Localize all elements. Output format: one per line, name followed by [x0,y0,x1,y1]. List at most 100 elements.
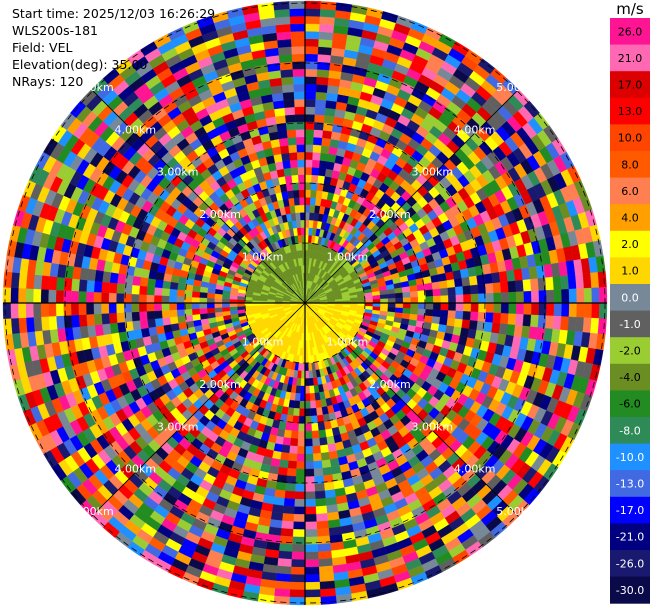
velocity-gate [292,61,306,70]
velocity-gate [316,76,329,86]
velocity-gate [280,145,290,155]
velocity-gate [63,302,72,316]
velocity-gate [304,31,320,40]
velocity-gate [63,315,73,329]
velocity-gate [289,437,299,447]
velocity-gate [304,483,316,492]
velocity-gate [294,392,301,402]
velocity-gate [493,302,502,314]
velocity-gate [500,281,509,293]
velocity-gate [279,61,293,71]
velocity-gate [304,151,314,160]
colorbar-tick-label: 6.0 [621,185,639,198]
velocity-gate [214,302,223,308]
velocity-gate [40,316,50,331]
velocity-gate [272,100,285,110]
velocity-gate [294,483,306,492]
velocity-gate [310,407,318,417]
velocity-gate [439,280,448,289]
velocity-gate [48,276,58,291]
velocity-gate [63,277,73,291]
velocity-gate [291,551,306,560]
velocity-gate [313,468,324,477]
velocity-gate [169,316,179,325]
velocity-gate [316,69,330,78]
velocity-gate [531,302,540,316]
velocity-gate [292,68,306,77]
velocity-gate [312,144,322,153]
velocity-gate [116,312,125,323]
velocity-gate [116,292,125,304]
velocity-gate [476,320,486,332]
velocity-gate [491,322,501,334]
velocity-gate [294,106,306,115]
velocity-gate [402,302,411,309]
velocity-gate [425,302,434,310]
velocity-gate [300,212,306,221]
velocity-gate [320,451,330,461]
velocity-gate [289,445,298,454]
velocity-gate [17,287,27,304]
velocity-gate [283,429,292,439]
velocity-gate [507,313,517,326]
velocity-gate [154,287,163,296]
velocity-gate [320,595,337,605]
velocity-gate [317,535,331,545]
velocity-gate [291,53,306,62]
velocity-gate [274,489,286,499]
velocity-gate [292,536,306,545]
elevation-label: Elevation(deg): 35.00 [12,57,148,72]
velocity-gate [289,0,306,10]
velocity-gate [313,129,324,138]
velocity-gate [323,420,332,430]
velocity-gate [394,287,403,294]
velocity-gate [33,274,43,290]
velocity-gate [284,175,293,184]
velocity-gate [56,276,65,291]
velocity-gate [78,302,87,316]
velocity-gate [207,312,216,319]
velocity-gate [291,46,306,55]
range-ring-label: 4.00km [454,123,496,136]
range-ring-label: 1.00km [327,251,369,264]
velocity-gate [447,310,456,319]
velocity-gate [278,46,293,56]
velocity-gate [108,312,118,324]
velocity-gate [304,581,321,591]
colorbar-tick-label: -13.0 [616,477,644,490]
velocity-gate [308,370,314,379]
velocity-gate [138,294,147,304]
velocity-gate [317,422,326,431]
velocity-gate [281,513,295,522]
velocity-gate [314,114,325,123]
velocity-gate [176,309,186,317]
velocity-gate [33,316,43,332]
velocity-gate [364,295,374,300]
velocity-gate [163,324,173,333]
velocity-gate [315,91,328,101]
velocity-gate [169,309,178,318]
velocity-gate [176,302,185,310]
velocity-gate [433,295,442,304]
colorbar-tick-label: 0.0 [621,291,639,304]
colorbar-tick-label: -17.0 [616,504,644,517]
velocity-gate [291,559,306,568]
range-ring-label: 3.00km [412,166,454,179]
velocity-gate [455,310,464,320]
velocity-gate [71,314,80,328]
nrays-label: NRays: 120 [12,74,84,89]
velocity-gate [55,289,64,304]
velocity-gate [293,197,301,206]
velocity-gate [170,322,180,332]
velocity-gate [161,295,170,304]
velocity-gate [304,385,310,394]
velocity-gate [287,190,295,199]
velocity-gate [326,92,339,102]
velocity-gate [582,317,592,334]
velocity-gate [206,292,216,299]
velocity-gate [278,137,289,147]
velocity-gate [567,316,577,332]
velocity-gate [273,595,290,605]
velocity-gate [591,302,600,319]
velocity-gate [319,588,336,598]
